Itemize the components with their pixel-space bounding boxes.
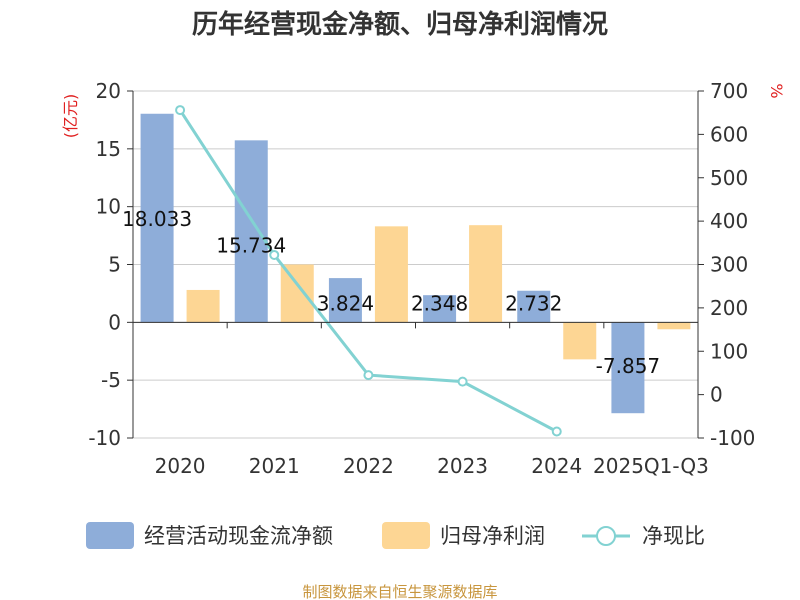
y-right-tick-label: 200	[710, 296, 748, 320]
x-tick-label: 2020	[155, 454, 206, 478]
bar-cash-flow	[423, 295, 457, 323]
x-tick-label: 2024	[531, 454, 582, 478]
x-tick-label: 2023	[437, 454, 488, 478]
y-left-tick-label: 5	[108, 253, 121, 277]
legend-label-ratio: 净现比	[642, 524, 705, 548]
ratio-point	[457, 376, 468, 387]
data-label-cash-flow: 2.732	[505, 291, 562, 315]
y-right-tick-label: 700	[710, 79, 748, 103]
y-left-tick-label: -5	[101, 368, 121, 392]
bar-cash-flow	[328, 278, 362, 323]
ratio-point	[363, 370, 374, 381]
legend-swatch-ratio-marker	[596, 526, 616, 546]
ratio-line	[175, 105, 562, 437]
bar-net-profit	[657, 322, 691, 330]
data-label-cash-flow: 15.734	[216, 233, 286, 257]
y-right-unit: %	[767, 83, 786, 98]
data-label-cash-flow: 18.033	[122, 207, 192, 231]
bar-net-profit	[374, 226, 408, 323]
bar-net-profit	[563, 322, 597, 360]
legend-label-net-profit: 归母净利润	[440, 524, 545, 548]
source-note: 制图数据来自恒生聚源数据库	[302, 583, 497, 600]
y-right-tick-label: -100	[710, 426, 755, 450]
y-right-tick-label: 500	[710, 166, 748, 190]
x-tick-label: 2022	[343, 454, 394, 478]
data-label-cash-flow: 2.348	[411, 291, 468, 315]
y-left-tick-label: -10	[88, 426, 121, 450]
y-left-unit: (亿元)	[61, 94, 80, 139]
y-right-tick-label: 100	[710, 339, 748, 363]
bar-net-profit	[469, 225, 503, 323]
y-right-tick-label: 0	[710, 383, 723, 407]
y-left-tick-label: 0	[108, 310, 121, 334]
x-tick-label: 2025Q1-Q3	[593, 454, 709, 478]
chart-title: 历年经营现金净额、归母净利润情况	[192, 9, 608, 40]
bars	[140, 113, 691, 414]
data-label-cash-flow: -7.857	[596, 354, 660, 378]
y-left-tick-label: 20	[96, 79, 121, 103]
x-tick-label: 2021	[249, 454, 300, 478]
ratio-point	[175, 105, 186, 116]
y-right-tick-label: 300	[710, 253, 748, 277]
bar-cash-flow	[140, 113, 174, 323]
bar-cash-flow	[234, 140, 268, 323]
y-right-tick-label: 600	[710, 122, 748, 146]
data-label-cash-flow: 3.824	[317, 291, 374, 315]
y-right-tick-label: 400	[710, 209, 748, 233]
bar-net-profit	[280, 264, 314, 323]
ratio-point	[269, 249, 280, 260]
legend-swatch-cash-flow	[86, 522, 134, 549]
ratio-point	[551, 426, 562, 437]
data-labels: 18.033 15.734 3.824 2.348 2.732 -7.857	[122, 207, 660, 378]
legend: 经营活动现金流净额 归母净利润 净现比	[86, 522, 705, 549]
axes: 20151050-5-107006005004003002001000-1002…	[88, 79, 755, 478]
bar-cash-flow	[611, 322, 645, 414]
y-left-tick-label: 15	[96, 137, 121, 161]
bar-net-profit	[186, 289, 220, 323]
bar-cash-flow	[517, 290, 551, 323]
legend-label-cash-flow: 经营活动现金流净额	[144, 524, 333, 548]
legend-swatch-net-profit	[382, 522, 430, 549]
y-left-tick-label: 10	[96, 195, 121, 219]
